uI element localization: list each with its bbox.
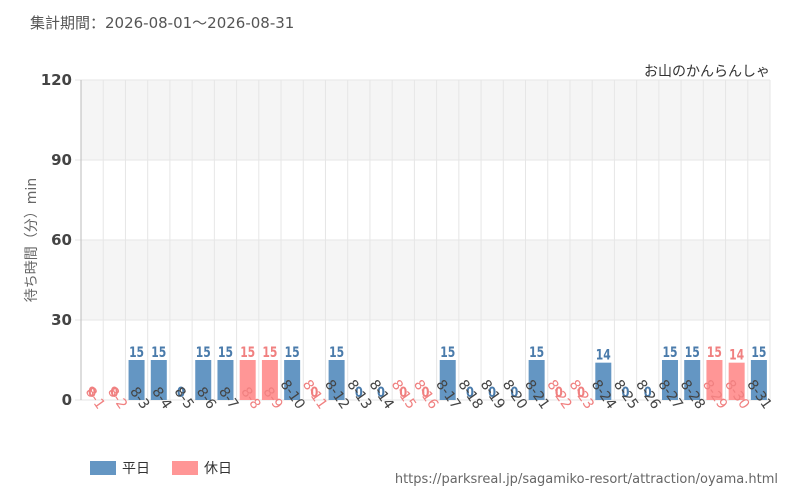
y-tick-label: 60 (51, 231, 72, 249)
bar (217, 360, 234, 400)
bar-value-label: 0 (510, 385, 518, 401)
x-tick-label: 8-2 (104, 384, 130, 412)
bar-value-label: 14 (729, 348, 744, 364)
bar-value-label: 0 (422, 385, 430, 401)
bar (261, 360, 278, 400)
bar-value-label: 15 (196, 345, 211, 361)
bar (328, 360, 345, 400)
bar-value-label: 0 (177, 385, 185, 401)
x-tick-label: 8-1 (82, 384, 108, 412)
plot-band (81, 240, 770, 320)
bar-value-label: 0 (555, 385, 563, 401)
bar-value-label: 15 (240, 345, 255, 361)
legend-swatch-weekday (90, 461, 116, 475)
bar-value-label: 0 (577, 385, 585, 401)
bar-value-label: 0 (355, 385, 363, 401)
bar-value-label: 15 (662, 345, 677, 361)
bar-value-label: 0 (310, 385, 318, 401)
legend-swatch-holiday (172, 461, 198, 475)
bar-value-label: 15 (751, 345, 766, 361)
bar (128, 360, 145, 400)
plot-band (81, 80, 770, 160)
bar (684, 360, 701, 400)
y-axis-title: 待ち時間（分）min (24, 178, 40, 302)
bar-value-label: 14 (596, 348, 611, 364)
bar-value-label: 15 (262, 345, 277, 361)
bar (284, 360, 301, 400)
y-tick-label: 120 (41, 71, 72, 89)
legend-label-holiday: 休日 (204, 461, 232, 477)
bar-value-label: 15 (529, 345, 544, 361)
bar-value-label: 0 (377, 385, 385, 401)
legend-item-weekday[interactable]: 平日 (90, 458, 150, 478)
bar-value-label: 0 (644, 385, 652, 401)
y-tick-label: 30 (51, 311, 72, 329)
bar-value-label: 0 (488, 385, 496, 401)
bar (150, 360, 167, 400)
bar-value-label: 15 (685, 345, 700, 361)
legend-item-holiday[interactable]: 休日 (172, 458, 232, 478)
bar-value-label: 15 (329, 345, 344, 361)
attraction-name: お山のかんらんしゃ (644, 64, 770, 80)
period-label: 集計期間：2026-08-01～2026-08-31 (30, 14, 295, 32)
bar-value-label: 15 (440, 345, 455, 361)
x-tick-label: 8-5 (171, 384, 197, 412)
y-tick-label: 0 (62, 391, 72, 409)
bar-value-label: 0 (88, 385, 96, 401)
bar (661, 360, 678, 400)
bar (595, 362, 612, 400)
bar (439, 360, 456, 400)
bar-value-label: 15 (129, 345, 144, 361)
bar-value-label: 15 (151, 345, 166, 361)
bar-value-label: 15 (707, 345, 722, 361)
bar-value-label: 0 (466, 385, 474, 401)
bar-value-label: 0 (110, 385, 118, 401)
bar (239, 360, 256, 400)
bar (706, 360, 723, 400)
legend: 平日 休日 (90, 458, 232, 478)
bar (528, 360, 545, 400)
bar (728, 362, 745, 400)
bar-value-label: 15 (285, 345, 300, 361)
source-url: https://parksreal.jp/sagamiko-resort/att… (394, 472, 778, 487)
legend-label-weekday: 平日 (122, 461, 150, 477)
bar (750, 360, 767, 400)
bar-value-label: 15 (218, 345, 233, 361)
bar (195, 360, 212, 400)
bar-value-label: 0 (622, 385, 630, 401)
y-tick-label: 90 (51, 151, 72, 169)
bar-value-label: 0 (399, 385, 407, 401)
